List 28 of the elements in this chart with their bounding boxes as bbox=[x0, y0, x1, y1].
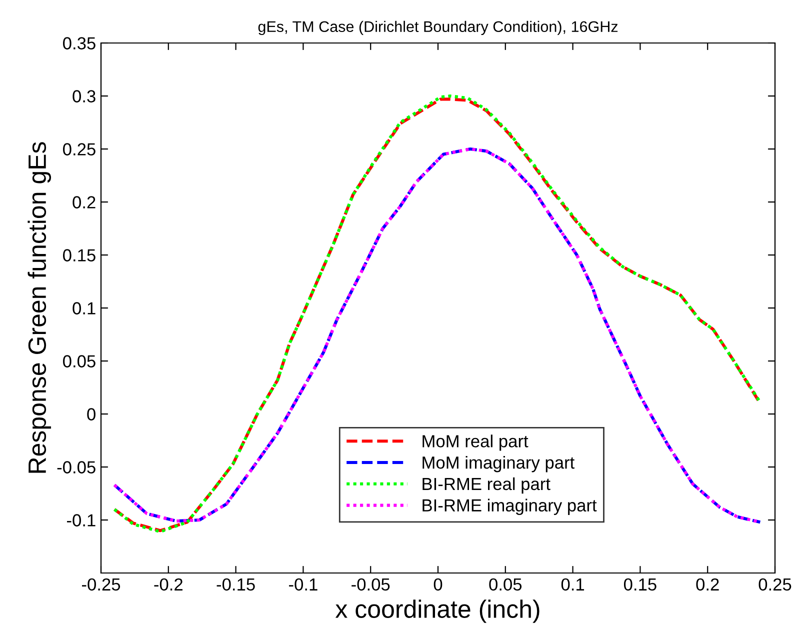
x-tick-label: 0 bbox=[434, 578, 442, 591]
x-tick-label: -0.15 bbox=[216, 578, 255, 591]
legend-label: MoM real part bbox=[422, 434, 528, 451]
y-tick-label: 0.25 bbox=[63, 143, 96, 156]
legend-label: BI-RME imaginary part bbox=[422, 498, 597, 515]
x-tick-label: 0.15 bbox=[624, 578, 656, 591]
x-tick-label: 0.1 bbox=[561, 578, 584, 591]
y-tick-label: 0.05 bbox=[63, 355, 96, 368]
x-tick-label: -0.2 bbox=[154, 578, 182, 591]
x-tick-label: -0.1 bbox=[289, 578, 318, 591]
y-tick-label: 0.35 bbox=[63, 37, 96, 50]
x-tick-label: -0.05 bbox=[352, 578, 390, 591]
legend-label: MoM imaginary part bbox=[422, 456, 575, 472]
x-axis-title: x coordinate (inch) bbox=[335, 600, 540, 623]
y-tick-label: 0 bbox=[87, 408, 96, 420]
x-tick-label: -0.25 bbox=[82, 578, 120, 591]
y-tick-label: -0.05 bbox=[57, 461, 96, 474]
chart-title: gEs, TM Case (Dirichlet Boundary Condition), 16GHz bbox=[258, 20, 618, 36]
legend-label: BI-RME real part bbox=[422, 477, 550, 494]
y-axis-title: Response Green function gEs bbox=[28, 142, 52, 473]
y-tick-label: 0.15 bbox=[63, 249, 96, 262]
y-tick-label: 0.3 bbox=[72, 90, 96, 102]
x-tick-label: 0.2 bbox=[696, 578, 719, 591]
y-tick-label: 0.1 bbox=[72, 302, 96, 314]
y-tick-label: 0.2 bbox=[72, 196, 96, 208]
x-tick-label: 0.25 bbox=[758, 578, 792, 591]
x-tick-label: 0.05 bbox=[489, 578, 522, 591]
y-tick-label: -0.1 bbox=[66, 514, 96, 526]
